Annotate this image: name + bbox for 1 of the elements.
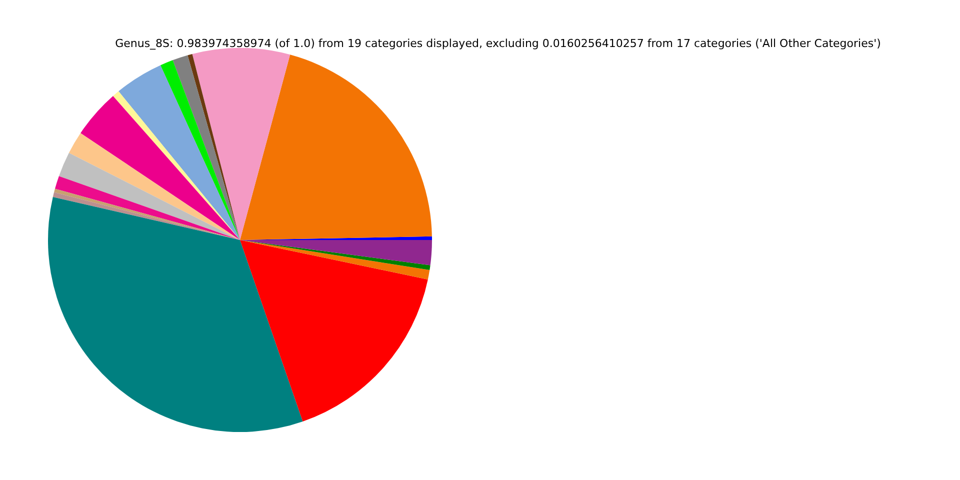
text: Genus_8S: 0.983974358974 (of 1.0) from 19 categories displayed, excluding 0.0160256410257 from 17 categories ('All Other Categories') [115,37,881,50]
